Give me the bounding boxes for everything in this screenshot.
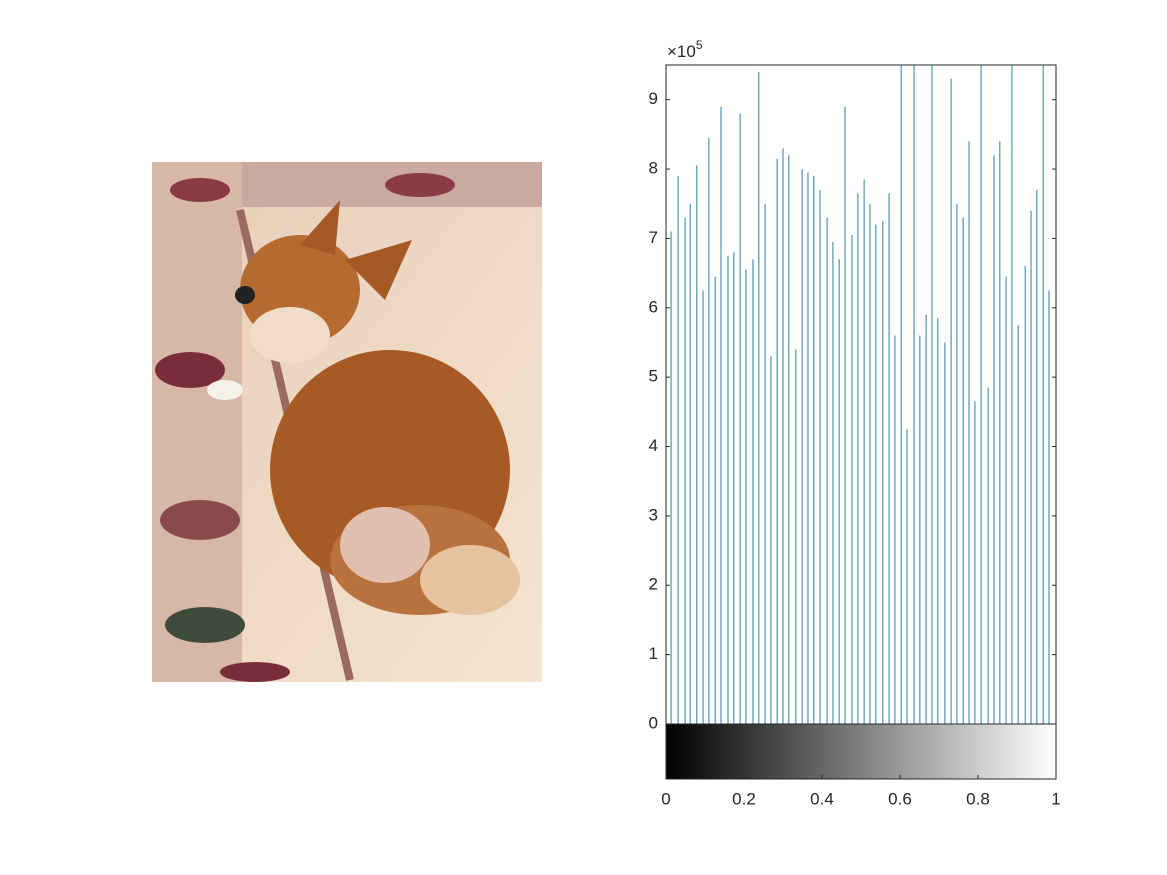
y-exponent-power: 5 [696, 38, 703, 52]
y-tick-label: 1 [649, 644, 658, 663]
x-tick-label: 0.4 [810, 789, 834, 808]
y-tick-label: 9 [649, 89, 658, 108]
y-tick-label: 2 [649, 575, 658, 594]
x-tick-label: 1 [1051, 789, 1060, 808]
y-tick-label: 8 [649, 159, 658, 178]
x-tick-label: 0.6 [888, 789, 912, 808]
x-tick-label: 0.2 [732, 789, 756, 808]
y-tick-label: 7 [649, 228, 658, 247]
photo [152, 162, 542, 682]
x-tick-label: 0 [661, 789, 670, 808]
y-tick-label: 5 [649, 367, 658, 386]
axes-box [665, 64, 1057, 780]
x-tick-label: 0.8 [966, 789, 990, 808]
y-tick-label: 6 [649, 297, 658, 316]
y-exponent-base: ×10 [667, 42, 696, 61]
y-tick-label: 0 [649, 713, 658, 732]
y-tick-label: 3 [649, 505, 658, 524]
colorbar [666, 724, 1056, 779]
y-tick-label: 4 [649, 436, 658, 455]
y-exponent: ×105 [667, 38, 703, 61]
